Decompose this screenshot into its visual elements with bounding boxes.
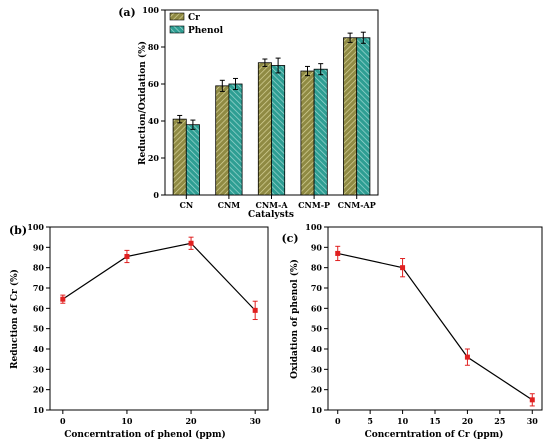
x-tick-label: CNM xyxy=(218,200,241,210)
y-axis-label: Oxidation of phenol (%) xyxy=(289,259,300,379)
series-line xyxy=(337,252,533,401)
y-tick-label: 30 xyxy=(33,364,45,374)
x-tick-label: CNM-P xyxy=(298,200,330,210)
bar-cr xyxy=(300,70,315,196)
bar-cr xyxy=(343,37,358,196)
y-tick-label: 80 xyxy=(33,263,45,273)
data-point-marker xyxy=(464,354,470,360)
x-tick-label: CNM-AP xyxy=(338,200,376,210)
bar-phenol xyxy=(313,68,328,196)
data-point-marker xyxy=(60,296,66,302)
y-tick-label: 90 xyxy=(33,242,45,252)
x-tick-label: 30 xyxy=(250,416,262,426)
y-tick-label: 100 xyxy=(27,222,44,232)
bar-chart-panel: (a) 0 20 40 60 80 100 CN CNM CNM-A CNM-P CNM-AP Cr… xyxy=(118,5,379,220)
bar-chart-marks: 0 20 40 60 80 100 CN CNM CNM-A CNM-P CNM-AP xyxy=(142,5,379,210)
legend-label-phenol: Phenol xyxy=(188,26,224,36)
panel-label: (b) xyxy=(9,224,27,237)
x-tick-label: 0 xyxy=(60,416,66,426)
y-tick-label: 100 xyxy=(305,222,322,232)
x-tick-label: CN xyxy=(179,200,193,210)
x-axis-label: Concerntration of phenol (ppm) xyxy=(64,429,225,440)
legend-swatch-phenol xyxy=(169,25,185,34)
line-chart-panel-c: (c) 10 20 30 40 50 60 70 80 90 100 0 5 10 15 20 25 30 Co… xyxy=(281,222,543,440)
y-tick-label: 20 xyxy=(148,153,160,163)
bar-phenol xyxy=(185,124,200,196)
x-tick-label: 5 xyxy=(367,416,373,426)
x-axis-label: Catalysts xyxy=(248,210,294,220)
y-tick-label: 20 xyxy=(311,385,323,395)
x-tick-label: 30 xyxy=(527,416,539,426)
line-chart-c-marks: 10 20 30 40 50 60 70 80 90 100 0 5 10 15 20 25 30 xyxy=(305,222,543,426)
y-tick-label: 10 xyxy=(311,405,323,415)
panel-label: (c) xyxy=(281,232,298,245)
data-point-marker xyxy=(529,397,535,403)
bar-phenol xyxy=(271,65,286,196)
data-point-marker xyxy=(335,250,341,256)
x-tick-label: 20 xyxy=(185,416,197,426)
y-tick-label: 70 xyxy=(33,283,45,293)
y-tick-label: 60 xyxy=(148,79,160,89)
x-tick-label: 25 xyxy=(494,416,505,426)
y-tick-label: 10 xyxy=(33,405,45,415)
bar-cr xyxy=(215,85,230,196)
bar-phenol xyxy=(356,37,371,196)
y-axis-label: Reduction/Oxidation (%) xyxy=(137,41,148,165)
bar-phenol xyxy=(228,83,243,196)
data-point-marker xyxy=(400,265,406,271)
bar-cr xyxy=(172,118,187,196)
x-tick-label: 10 xyxy=(121,416,133,426)
data-point-marker xyxy=(252,307,258,313)
y-tick-label: 40 xyxy=(33,344,45,354)
y-tick-label: 90 xyxy=(311,242,323,252)
y-axis-label: Reduction of Cr (%) xyxy=(9,269,20,369)
y-tick-label: 20 xyxy=(33,385,45,395)
legend-label-cr: Cr xyxy=(188,13,200,23)
y-tick-label: 40 xyxy=(311,344,323,354)
line-chart-panel-b: (b) 10 20 30 40 50 60 70 80 90 100 0 10 20 30 Concern… xyxy=(9,222,269,440)
y-tick-label: 100 xyxy=(142,5,159,15)
y-tick-label: 50 xyxy=(311,324,323,334)
plot-frame xyxy=(327,226,543,411)
data-point-marker xyxy=(188,240,194,246)
y-tick-label: 80 xyxy=(148,42,160,52)
series-line xyxy=(62,242,256,311)
y-tick-label: 40 xyxy=(148,116,160,126)
data-point-marker xyxy=(124,253,130,259)
line-chart-b-marks: 10 20 30 40 50 60 70 80 90 100 0 10 20 30 xyxy=(27,222,269,426)
y-tick-label: 50 xyxy=(33,324,45,334)
y-tick-label: 30 xyxy=(311,364,323,374)
legend-swatch-cr xyxy=(169,12,185,21)
y-tick-label: 60 xyxy=(33,303,45,313)
y-tick-label: 0 xyxy=(153,190,159,200)
panel-label: (a) xyxy=(118,6,136,19)
y-tick-label: 60 xyxy=(311,303,323,313)
x-tick-label: CNM-A xyxy=(255,200,288,210)
y-tick-label: 70 xyxy=(311,283,323,293)
x-tick-label: 20 xyxy=(462,416,474,426)
x-tick-label: 15 xyxy=(429,416,440,426)
y-tick-label: 80 xyxy=(311,263,323,273)
x-tick-label: 0 xyxy=(335,416,341,426)
x-tick-label: 10 xyxy=(397,416,409,426)
plot-frame xyxy=(49,226,269,411)
x-axis-label: Concerntration of Cr (ppm) xyxy=(365,429,504,440)
bar-cr xyxy=(257,62,272,196)
